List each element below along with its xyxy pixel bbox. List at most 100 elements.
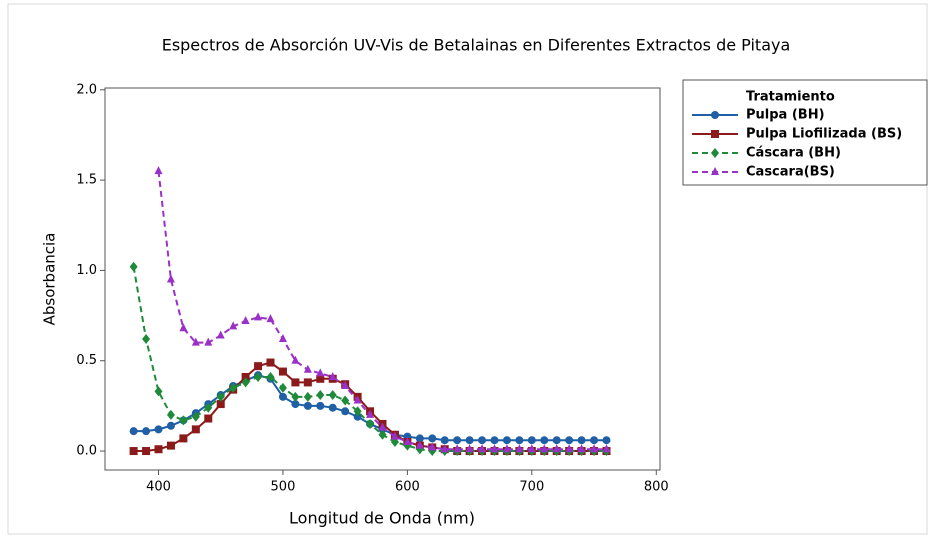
marker: [254, 362, 263, 371]
marker: [166, 409, 175, 420]
marker: [527, 444, 536, 453]
marker: [142, 447, 151, 456]
marker: [378, 422, 387, 431]
marker: [278, 392, 287, 401]
marker: [490, 444, 499, 453]
marker: [465, 444, 474, 453]
marker: [303, 378, 312, 387]
marker: [316, 390, 325, 401]
marker: [341, 407, 350, 416]
marker: [166, 441, 175, 450]
y-tick-label: 1.5: [76, 173, 97, 188]
marker: [490, 436, 499, 445]
x-tick-label: 400: [146, 480, 171, 495]
marker: [453, 436, 462, 445]
marker: [191, 337, 200, 346]
marker: [278, 382, 287, 393]
marker: [129, 427, 138, 436]
marker: [241, 377, 250, 388]
marker: [440, 436, 449, 445]
legend-label: Cascara(BS): [746, 165, 835, 180]
marker: [303, 391, 312, 402]
marker: [711, 148, 719, 158]
marker: [291, 355, 300, 364]
y-axis-label: Absorbancia: [41, 233, 59, 326]
marker: [711, 130, 719, 138]
marker: [602, 436, 611, 445]
marker: [179, 323, 188, 332]
marker: [129, 261, 138, 272]
marker: [515, 436, 524, 445]
marker: [266, 371, 275, 382]
marker: [191, 411, 200, 422]
marker: [216, 400, 225, 409]
marker: [204, 337, 213, 346]
y-tick-label: 2.0: [76, 82, 97, 97]
marker: [241, 315, 250, 324]
marker: [353, 395, 362, 404]
marker: [278, 367, 287, 376]
marker: [154, 445, 163, 454]
x-tick-label: 700: [519, 480, 544, 495]
x-tick-label: 800: [644, 480, 669, 495]
marker: [291, 378, 300, 387]
marker: [166, 421, 175, 430]
marker: [366, 418, 375, 429]
marker: [204, 402, 213, 413]
marker: [453, 444, 462, 453]
marker: [254, 312, 263, 321]
plot-area: [104, 87, 661, 471]
marker: [179, 415, 188, 426]
marker: [540, 444, 549, 453]
marker: [515, 444, 524, 453]
marker: [478, 436, 487, 445]
marker: [552, 436, 561, 445]
marker: [291, 391, 300, 402]
marker: [204, 414, 213, 423]
marker: [552, 444, 561, 453]
marker: [353, 406, 362, 417]
marker: [711, 167, 719, 175]
marker: [403, 437, 412, 446]
marker: [216, 391, 225, 402]
marker: [341, 395, 350, 406]
legend-title: Tratamiento: [746, 90, 835, 105]
marker: [328, 390, 337, 401]
marker: [266, 314, 275, 323]
marker: [154, 425, 163, 434]
marker: [602, 444, 611, 453]
legend-box: [682, 79, 928, 186]
marker: [415, 440, 424, 449]
marker: [216, 330, 225, 339]
marker: [154, 166, 163, 175]
marker: [129, 447, 138, 456]
marker: [316, 368, 325, 377]
marker: [142, 334, 151, 345]
legend-label: Pulpa Liofilizada (BS): [746, 127, 902, 142]
marker: [478, 444, 487, 453]
y-tick-label: 0.0: [76, 444, 97, 459]
marker: [527, 436, 536, 445]
marker: [502, 436, 511, 445]
chart-title: Espectros de Absorción UV-Vis de Betalai…: [162, 36, 791, 55]
marker: [577, 444, 586, 453]
marker: [440, 444, 449, 453]
marker: [254, 371, 263, 382]
marker: [465, 436, 474, 445]
marker: [590, 444, 599, 453]
x-tick-label: 500: [271, 480, 296, 495]
marker: [266, 358, 275, 367]
marker: [166, 274, 175, 283]
marker: [142, 427, 151, 436]
marker: [154, 386, 163, 397]
marker: [229, 321, 238, 330]
marker: [229, 382, 238, 393]
marker: [711, 111, 719, 119]
marker: [502, 444, 511, 453]
marker: [378, 429, 387, 440]
y-tick-label: 0.5: [76, 353, 97, 368]
x-axis-label: Longitud de Onda (nm): [289, 509, 475, 528]
marker: [341, 381, 350, 390]
marker: [565, 444, 574, 453]
marker: [278, 334, 287, 343]
